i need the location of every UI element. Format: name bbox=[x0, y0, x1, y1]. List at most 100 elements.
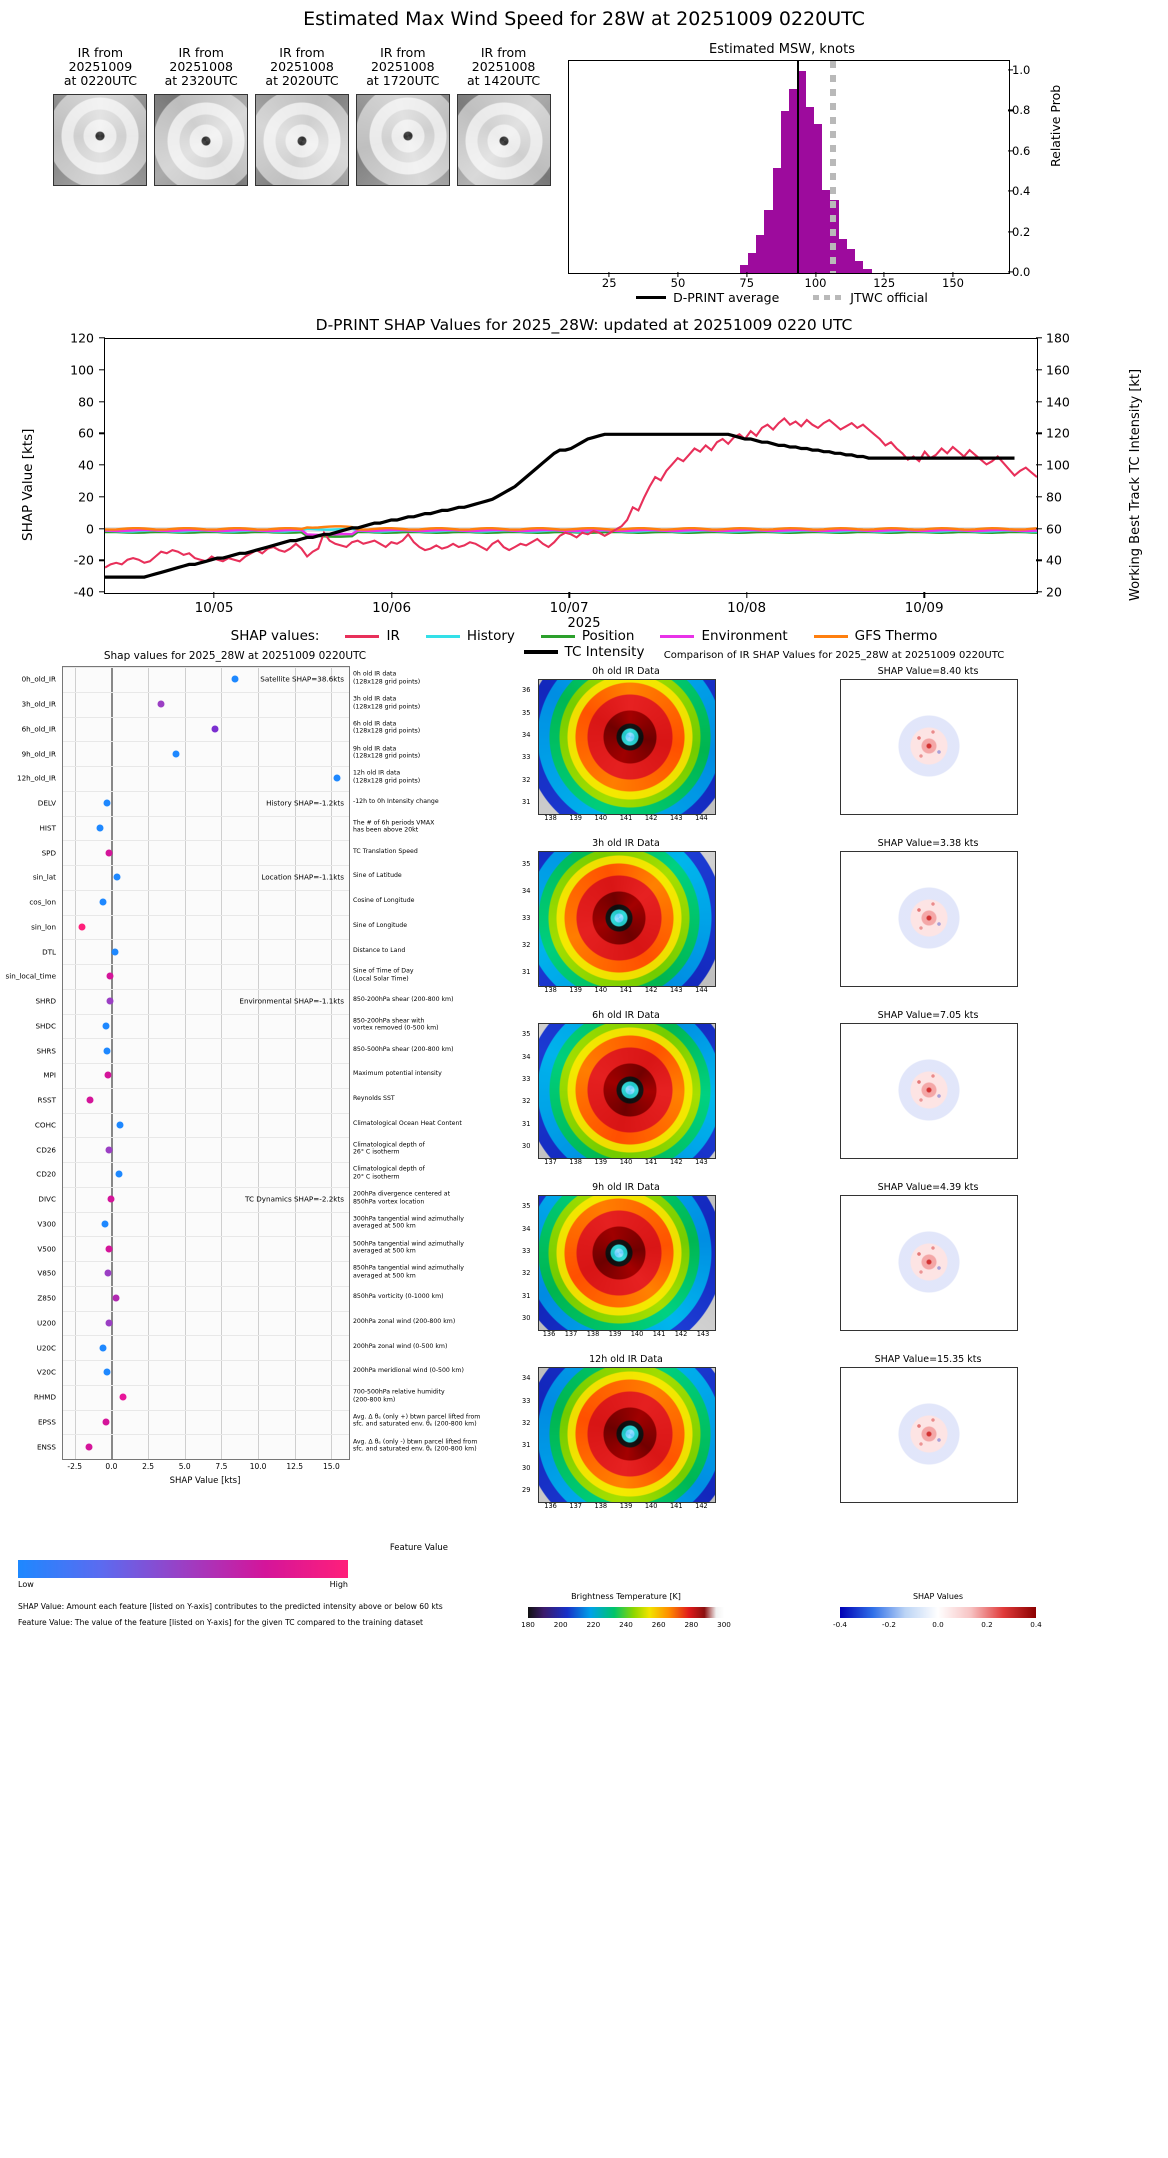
ir-thumbnail bbox=[154, 94, 249, 186]
ir-color-image bbox=[538, 1195, 716, 1331]
msw-histogram-panel: Estimated MSW, knots 0.0 0.2 0.4 0.6 0.8 1.0 … bbox=[556, 42, 1156, 305]
shap-value-title: SHAP Value=3.38 kts bbox=[877, 838, 979, 849]
shap-feature-description: 3h old IR data (128x128 grid points) bbox=[353, 695, 421, 711]
legend-label: Position bbox=[581, 628, 635, 644]
ir-data-title: 0h old IR Data bbox=[592, 666, 660, 677]
timeseries-x-tick bbox=[745, 592, 748, 598]
shap-feature-description: Cosine of Longitude bbox=[353, 897, 415, 905]
shap-group-total: Location SHAP=-1.1kts bbox=[261, 872, 344, 882]
timeseries-right-y-tick bbox=[1036, 400, 1042, 403]
shap-x-tick-label: 0.0 bbox=[105, 1462, 118, 1471]
timeseries-right-y-tick-label: 140 bbox=[1046, 394, 1070, 409]
ir-y-tick-label: 34 bbox=[522, 887, 531, 896]
histogram-y-tick bbox=[1008, 190, 1013, 192]
shap-feature-description: 200hPa divergence centered at 850hPa vor… bbox=[353, 1190, 451, 1206]
timeseries-legend-item: Environment bbox=[660, 628, 788, 644]
ir-x-tick-label: 142 bbox=[695, 1502, 708, 1510]
shap-x-tick-label: -2.5 bbox=[67, 1462, 83, 1471]
comparison-row: 6h old IR Data SHAP Value=7.05 kts 137 138 1… bbox=[500, 1010, 1168, 1178]
ir-data-title: 9h old IR Data bbox=[592, 1182, 660, 1193]
shap-value-title: SHAP Value=4.39 kts bbox=[877, 1182, 979, 1193]
timeseries-x-tick bbox=[568, 592, 570, 598]
shap-x-tick-label: 15.0 bbox=[323, 1462, 340, 1471]
ir-x-tick-label: 139 bbox=[569, 986, 582, 994]
histogram-bar bbox=[838, 238, 847, 273]
ir-data-title: 3h old IR Data bbox=[592, 838, 660, 849]
brightness-temperature-tick-label: 300 bbox=[717, 1620, 731, 1629]
timeseries-right-y-tick-label: 40 bbox=[1046, 552, 1062, 568]
jtwc-official-line bbox=[830, 61, 837, 273]
shap-feature-description: 850hPa vorticity (0-1000 km) bbox=[353, 1293, 444, 1301]
shap-x-tick-label: 2.5 bbox=[142, 1462, 155, 1471]
timeseries-y-tick-label: 20 bbox=[78, 489, 94, 505]
legend-label: IR bbox=[386, 628, 400, 644]
shap-feature-description: 200hPa meridional wind (0-500 km) bbox=[353, 1367, 464, 1375]
shap-feature-dot bbox=[103, 799, 111, 807]
shap-group-total: TC Dynamics SHAP=-2.2kts bbox=[245, 1194, 344, 1204]
shap-x-label: SHAP Value [kts] bbox=[169, 1476, 241, 1486]
ir-x-tick-label: 138 bbox=[544, 814, 557, 822]
timeseries-right-y-tick bbox=[1036, 527, 1042, 530]
ir-x-tick-label: 138 bbox=[586, 1330, 600, 1338]
row-gridline bbox=[63, 1211, 349, 1213]
gfs-thermo-series bbox=[105, 525, 1037, 531]
timeseries-x-tick-label: 10/08 bbox=[727, 600, 767, 616]
shap-feature-label: EPSS bbox=[37, 1417, 56, 1427]
ir-x-tick-label: 141 bbox=[619, 986, 633, 994]
ir-x-tick-label: 136 bbox=[544, 1502, 557, 1510]
shap-feature-description: Sine of Latitude bbox=[353, 872, 402, 880]
row-gridline bbox=[63, 889, 349, 891]
timeseries-right-y-label: Working Best Track TC Intensity [kt] bbox=[1128, 368, 1143, 601]
shap-feature-label: U200 bbox=[37, 1318, 56, 1328]
timeseries-legend-item: GFS Thermo bbox=[813, 628, 937, 644]
ir-shap-comparison-panel: Comparison of IR SHAP Values for 2025_28… bbox=[500, 650, 1168, 1540]
row-gridline bbox=[63, 1261, 349, 1262]
ir-frame-6h: IR from 20251008 at 2020UTC bbox=[254, 46, 351, 186]
ir-color-image bbox=[538, 1367, 716, 1503]
shap-values-colorbar bbox=[840, 1607, 1036, 1618]
shap-feature-dot bbox=[101, 1220, 109, 1228]
shap-values-tick-label: -0.4 bbox=[832, 1620, 848, 1629]
ir-y-tick-label: 35 bbox=[522, 860, 531, 869]
ir-x-tick-label: 142 bbox=[669, 1158, 683, 1166]
shap-feature-label: RSST bbox=[37, 1095, 56, 1105]
ir-x-tick-label: 144 bbox=[695, 814, 708, 822]
brightness-temperature-colorbar-title: Brightness Temperature [K] bbox=[571, 1592, 681, 1601]
shap-feature-label: DELV bbox=[37, 798, 56, 808]
shap-feature-label: 6h_old_IR bbox=[21, 724, 56, 734]
row-gridline bbox=[63, 1236, 349, 1238]
histogram-y-tick-label: 0.6 bbox=[1012, 143, 1031, 158]
legend-label: History bbox=[466, 628, 515, 644]
shap-feature-description: TC Translation Speed bbox=[353, 847, 418, 855]
timeseries-legend-row-2: TC Intensity bbox=[0, 644, 1168, 660]
shap-feature-description: Reynolds SST bbox=[353, 1095, 395, 1103]
histogram-legend-item: D-PRINT average bbox=[636, 290, 779, 305]
row-gridline bbox=[63, 716, 349, 718]
ir-frame-caption: IR from 20251009 at 0220UTC bbox=[63, 45, 137, 88]
shap-feature-description: 200hPa zonal wind (0-500 km) bbox=[353, 1342, 448, 1350]
ir-y-tick-label: 32 bbox=[522, 940, 531, 949]
shap-heatmap-image bbox=[840, 679, 1018, 815]
histogram-y-tick-label: 0.0 bbox=[1012, 265, 1031, 279]
shap-feature-description: Maximum potential intensity bbox=[353, 1070, 442, 1078]
shap-feature-dot bbox=[105, 1146, 113, 1154]
histogram-bar bbox=[813, 123, 822, 273]
shap-x-tick-label: 7.5 bbox=[215, 1462, 228, 1471]
timeseries-right-y-tick bbox=[1036, 464, 1042, 466]
histogram-legend: D-PRINT average JTWC official bbox=[556, 290, 1008, 305]
row-gridline bbox=[63, 939, 349, 941]
histogram-y-tick bbox=[1008, 109, 1013, 112]
timeseries-y-tick bbox=[99, 559, 105, 561]
ir-series bbox=[105, 416, 1037, 569]
shap-feature-label: HIST bbox=[39, 823, 56, 833]
shap-feature-dot bbox=[111, 948, 119, 956]
ir-x-tick-label: 140 bbox=[630, 1330, 644, 1338]
shap-feature-description: 9h old IR data (128x128 grid points) bbox=[353, 745, 421, 760]
ir-frame-3h: IR from 20251008 at 2320UTC bbox=[153, 46, 250, 186]
shap-feature-descriptions: 0h old IR data (128x128 grid points) 3h o… bbox=[348, 666, 500, 1458]
ir-y-tick-label: 33 bbox=[522, 1074, 531, 1083]
ir-y-tick-label: 33 bbox=[522, 1246, 531, 1255]
shap-feature-description: 850-500hPa shear (200-800 km) bbox=[353, 1045, 454, 1053]
ir-x-tick-label: 142 bbox=[644, 814, 658, 822]
shap-feature-dot bbox=[106, 997, 114, 1005]
